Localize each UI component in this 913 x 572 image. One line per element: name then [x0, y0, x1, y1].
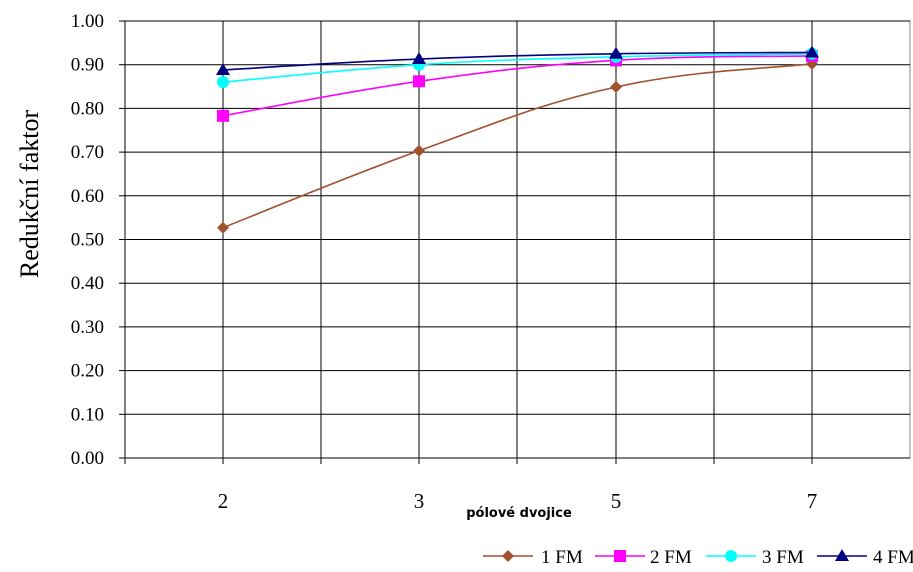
- legend: 1 FM 2 FM 3 FM 4 FM: [483, 547, 913, 568]
- legend-label: 4 FM: [873, 547, 913, 568]
- legend-item: 3 FM: [706, 547, 804, 568]
- data-point: [413, 144, 425, 157]
- y-tick-label: 0.40: [71, 273, 104, 294]
- legend-item: 1 FM: [483, 547, 583, 568]
- data-point: [805, 45, 819, 58]
- x-tick-label: 7: [807, 489, 818, 513]
- legend-marker: [614, 550, 626, 562]
- series-line: [222, 52, 813, 83]
- data-point: [609, 46, 623, 59]
- data-point: [413, 75, 425, 88]
- y-tick-label: 0.20: [71, 361, 104, 382]
- x-axis-ticks: 2 3 5 7: [218, 489, 818, 513]
- x-axis-title: pólové dvojice: [466, 506, 572, 521]
- y-tick-label: 0.90: [71, 55, 104, 76]
- data-point: [610, 80, 622, 93]
- y-tick-label: 1.00: [71, 11, 104, 32]
- x-tick-label: 3: [414, 489, 425, 513]
- y-tick-label: 0.10: [71, 404, 104, 425]
- data-point: [412, 52, 426, 65]
- x-tick-label: 5: [611, 489, 622, 513]
- legend-marker: [835, 549, 849, 561]
- x-gridlines: [124, 21, 813, 464]
- series-layer: [216, 45, 819, 234]
- data-point: [217, 221, 229, 234]
- data-point: [216, 62, 230, 75]
- y-tick-label: 0.50: [71, 230, 104, 251]
- y-tick-label: 0.00: [71, 448, 104, 469]
- y-tick-label: 0.60: [71, 186, 104, 207]
- series-4fm: [216, 45, 819, 75]
- series-line: [222, 63, 813, 229]
- legend-label: 2 FM: [650, 547, 692, 568]
- y-axis-ticks: 0.00 0.10 0.20 0.30 0.40 0.50 0.60 0.70 0.80 0.90…: [71, 11, 125, 469]
- y-tick-label: 0.80: [71, 98, 104, 119]
- y-axis-title: Redukční faktor: [15, 110, 44, 279]
- y-tick-label: 0.30: [71, 317, 104, 338]
- legend-label: 1 FM: [541, 547, 583, 568]
- legend-item: 4 FM: [817, 547, 913, 568]
- series-line: [222, 55, 813, 117]
- legend-item: 2 FM: [595, 547, 692, 568]
- y-tick-label: 0.70: [71, 142, 104, 163]
- legend-marker: [502, 550, 514, 562]
- legend-label: 3 FM: [762, 547, 804, 568]
- x-tick-label: 2: [218, 489, 229, 513]
- data-point: [217, 76, 229, 89]
- data-point: [217, 109, 229, 122]
- legend-marker: [725, 550, 737, 562]
- series-line: [222, 51, 813, 71]
